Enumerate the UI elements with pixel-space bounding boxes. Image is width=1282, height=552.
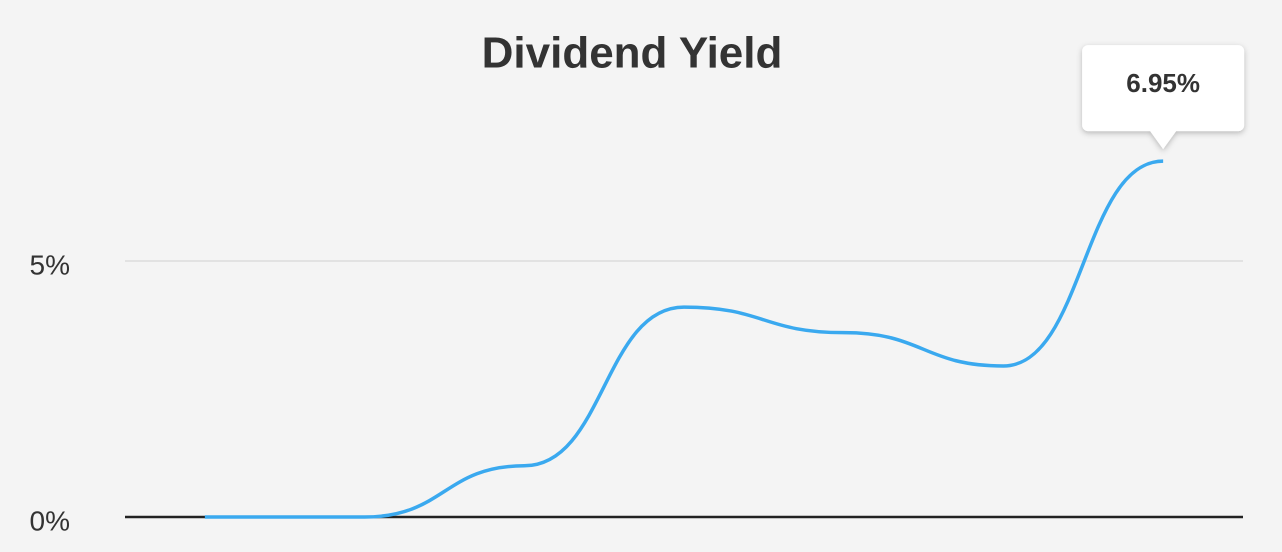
- y-tick-label: 0%: [30, 505, 70, 536]
- y-tick-label: 5%: [30, 249, 70, 280]
- value-label: 6.95%: [1126, 68, 1200, 98]
- line: [204, 159, 1164, 519]
- tooltip: [1082, 45, 1245, 150]
- chart-title: Dividend Yield: [482, 29, 783, 78]
